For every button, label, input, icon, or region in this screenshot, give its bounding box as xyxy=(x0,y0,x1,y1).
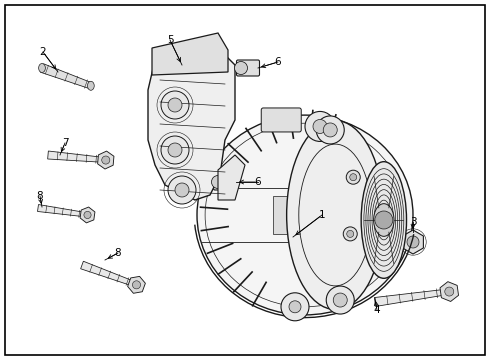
Ellipse shape xyxy=(361,162,407,278)
Polygon shape xyxy=(152,33,228,75)
Ellipse shape xyxy=(374,204,394,236)
Text: 8: 8 xyxy=(37,191,43,201)
Text: 4: 4 xyxy=(374,305,380,315)
Circle shape xyxy=(316,116,344,144)
Circle shape xyxy=(102,156,110,164)
Bar xyxy=(333,195,352,234)
FancyBboxPatch shape xyxy=(261,108,301,132)
Circle shape xyxy=(168,176,196,204)
Ellipse shape xyxy=(235,62,247,75)
Circle shape xyxy=(168,143,182,157)
Polygon shape xyxy=(38,204,88,217)
Polygon shape xyxy=(440,282,459,301)
FancyBboxPatch shape xyxy=(237,60,260,76)
Circle shape xyxy=(84,211,91,219)
Polygon shape xyxy=(80,207,95,223)
Circle shape xyxy=(289,301,301,313)
Polygon shape xyxy=(41,64,92,89)
Circle shape xyxy=(175,183,189,197)
Text: 3: 3 xyxy=(410,217,416,227)
Polygon shape xyxy=(81,261,137,287)
Text: 2: 2 xyxy=(40,47,47,57)
Circle shape xyxy=(281,293,309,321)
Circle shape xyxy=(350,174,357,181)
Polygon shape xyxy=(98,151,114,169)
Ellipse shape xyxy=(197,115,413,315)
Ellipse shape xyxy=(88,81,94,90)
Text: 7: 7 xyxy=(62,138,68,148)
Text: 6: 6 xyxy=(255,177,261,187)
Circle shape xyxy=(305,112,335,141)
Circle shape xyxy=(161,91,189,119)
Text: 6: 6 xyxy=(275,57,281,67)
Circle shape xyxy=(323,123,337,137)
Circle shape xyxy=(132,281,141,289)
Circle shape xyxy=(343,227,357,241)
Polygon shape xyxy=(403,230,423,254)
Ellipse shape xyxy=(39,63,46,72)
Circle shape xyxy=(313,120,327,134)
Text: 8: 8 xyxy=(115,248,122,258)
Polygon shape xyxy=(218,155,245,200)
Polygon shape xyxy=(127,276,146,293)
Text: 5: 5 xyxy=(167,35,173,45)
Circle shape xyxy=(347,230,354,237)
Polygon shape xyxy=(148,45,235,200)
Circle shape xyxy=(168,98,182,112)
Circle shape xyxy=(333,293,347,307)
Circle shape xyxy=(407,236,419,248)
Bar xyxy=(272,195,292,234)
Polygon shape xyxy=(374,289,450,306)
Ellipse shape xyxy=(212,175,224,189)
Circle shape xyxy=(346,170,360,184)
Text: 1: 1 xyxy=(318,210,325,220)
Circle shape xyxy=(445,287,454,296)
Circle shape xyxy=(375,211,393,229)
Bar xyxy=(303,195,322,234)
Ellipse shape xyxy=(287,121,384,310)
Circle shape xyxy=(326,286,354,314)
FancyBboxPatch shape xyxy=(214,174,237,190)
Polygon shape xyxy=(48,151,106,162)
Circle shape xyxy=(161,136,189,164)
